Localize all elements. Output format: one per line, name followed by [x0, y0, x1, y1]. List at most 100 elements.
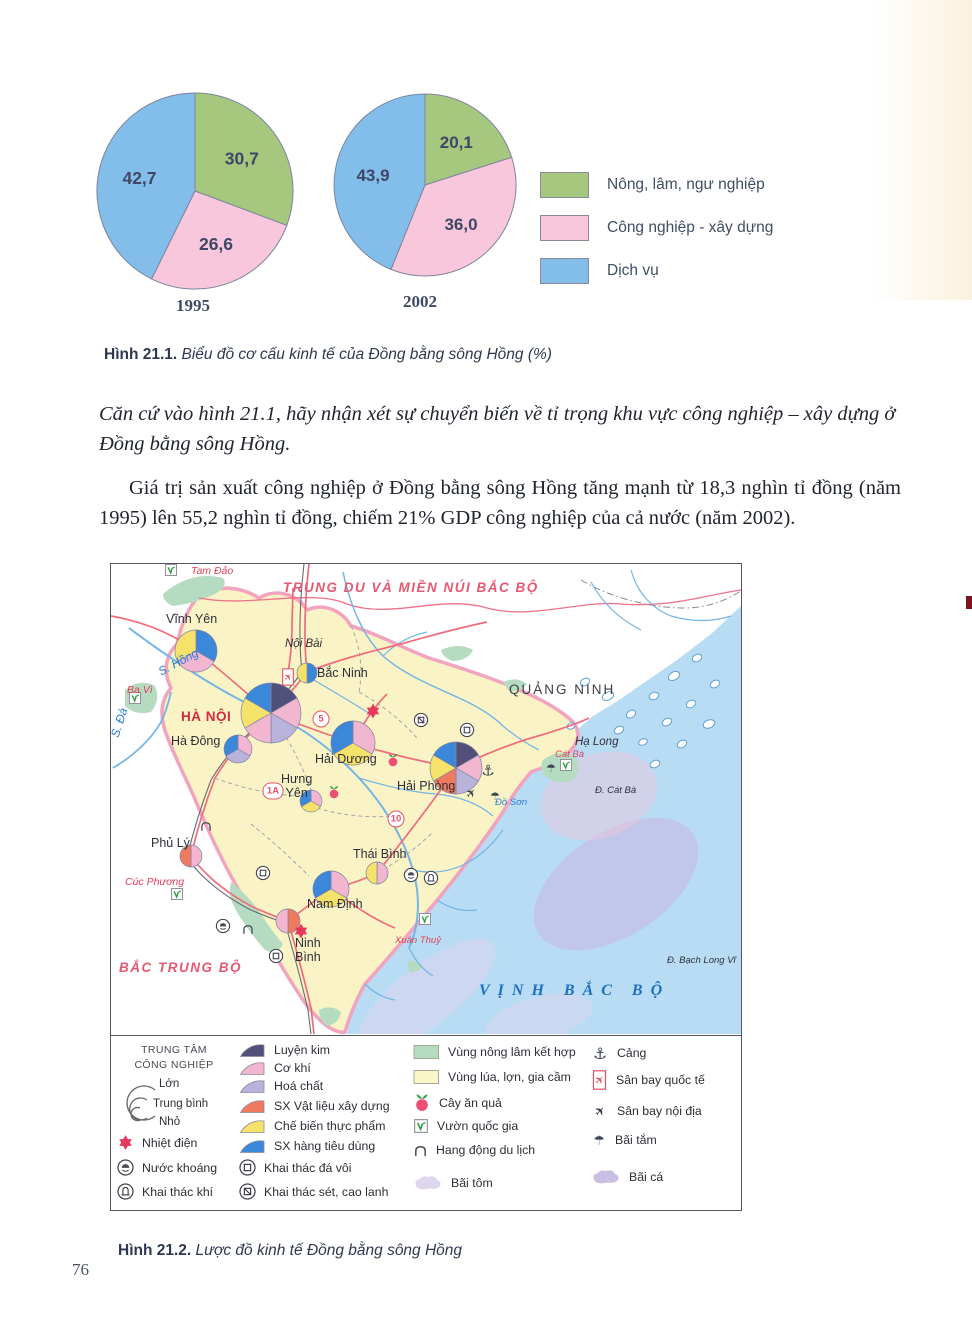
- chemicals-swatch: [239, 1078, 266, 1094]
- consumer-goods-swatch: [239, 1138, 266, 1154]
- shrimp-ground-label: Bãi tôm: [451, 1175, 493, 1190]
- legend-cave: Hang động du lịch: [413, 1143, 535, 1157]
- intl-airport-label: Sân bay quốc tế: [616, 1073, 705, 1087]
- legend-consumer-goods: SX hàng tiêu dùng: [239, 1138, 375, 1154]
- legend-mechanical: Cơ khí: [239, 1060, 311, 1076]
- mineral-water-icon: [117, 1159, 134, 1176]
- legend-row-industry: Công nghiệp - xây dựng: [540, 215, 773, 241]
- shrimp-ground-swatch: [413, 1174, 443, 1191]
- legend-beach: ☂ Bãi tắm: [591, 1132, 657, 1148]
- page-edge-tint: [872, 0, 972, 300]
- size-large-label: Lớn: [159, 1078, 180, 1090]
- svg-text:42,7: 42,7: [122, 168, 156, 188]
- fruit-tree-icon: [413, 1093, 431, 1112]
- figure2-caption-text: Lược đồ kinh tế Đồng bằng sông Hồng: [191, 1241, 463, 1259]
- building-materials-swatch: [239, 1098, 266, 1114]
- gas-extraction-icon: [117, 1183, 134, 1200]
- legend-food-processing: Chế biến thực phẩm: [239, 1118, 385, 1134]
- fish-ground-swatch: [591, 1168, 621, 1185]
- legend-fruit: Cây ăn quả: [413, 1093, 502, 1112]
- legend-metallurgy: Luyện kim: [239, 1042, 330, 1058]
- industry-label: Công nghiệp - xây dựng: [607, 219, 774, 236]
- svg-text:20,1: 20,1: [440, 133, 473, 152]
- legend-clay: Khai thác sét, cao lanh: [239, 1183, 388, 1200]
- cave-label: Hang động du lịch: [436, 1143, 536, 1157]
- mechanical-swatch: [239, 1060, 266, 1076]
- rice-zone-swatch: [413, 1069, 440, 1085]
- pie-chart-1995: 30,7 26,6 42,7: [96, 92, 294, 290]
- legend-thermal-power: Nhiệt điện: [117, 1134, 197, 1151]
- legend-agro-forest: Vùng nông lâm kết hợp: [413, 1044, 576, 1060]
- beach-umbrella-icon: ☂: [591, 1132, 607, 1148]
- pie-year-1995: 1995: [176, 296, 210, 315]
- clay-kaolin-mining-icon: [239, 1183, 256, 1200]
- national-park-icon: [413, 1118, 429, 1134]
- legend-intl-airport: ✈ Sân bay quốc tế: [591, 1069, 705, 1091]
- intl-airport-icon: ✈: [591, 1069, 608, 1091]
- map-legend: TRUNG TÂM CÔNG NGHIỆP Lớn Trung bình Nhỏ…: [111, 1035, 741, 1210]
- page-edge-mark: [966, 596, 972, 609]
- industry-center-title-line1: TRUNG TÂM: [141, 1044, 207, 1056]
- legend-gas-extraction: Khai thác khí: [117, 1183, 213, 1200]
- clay-label: Khai thác sét, cao lanh: [264, 1184, 389, 1199]
- legend-building-materials: SX Vật liệu xây dựng: [239, 1098, 390, 1114]
- metallurgy-label: Luyện kim: [274, 1043, 331, 1057]
- svg-text:26,6: 26,6: [199, 234, 233, 254]
- map-graphic: [111, 564, 741, 1034]
- fish-ground-label: Bãi cá: [629, 1169, 664, 1184]
- page-number: 76: [72, 1260, 89, 1279]
- agro-forest-swatch: [413, 1044, 440, 1060]
- legend-rice-zone: Vùng lúa, lợn, gia cầm: [413, 1069, 571, 1085]
- domestic-airport-label: Sân bay nội địa: [617, 1104, 702, 1118]
- beach-label: Bãi tắm: [615, 1133, 657, 1147]
- figure2-caption: Hình 21.2. Lược đồ kinh tế Đồng bằng sôn…: [118, 1242, 462, 1260]
- industry-center-title-line2: CÔNG NGHIỆP: [134, 1058, 214, 1071]
- islands: [566, 653, 721, 769]
- tourist-cave-icon: [413, 1144, 428, 1157]
- consumer-goods-label: SX hàng tiêu dùng: [274, 1139, 376, 1153]
- thermal-power-icon: [117, 1134, 134, 1151]
- economic-map-figure: ✈ ✈ ⚓ ☂ ☂ Tam Đảo TRUNG DU VÀ MIỀN NÚI BẮC BỘ…: [108, 563, 742, 1211]
- svg-text:⚓: ⚓: [593, 1044, 607, 1062]
- legend-mineral-water: Nước khoáng: [117, 1159, 217, 1176]
- limestone-mining-icon: [239, 1159, 256, 1176]
- legend-chemicals: Hoá chất: [239, 1078, 323, 1094]
- services-swatch: [540, 258, 589, 284]
- size-medium-label: Trung bình: [153, 1098, 209, 1110]
- port-label: Cảng: [617, 1046, 647, 1060]
- figure1-caption-text: Biểu đồ cơ cấu kinh tế của Đồng bằng sôn…: [177, 345, 552, 363]
- svg-text:✈: ✈: [592, 1103, 609, 1120]
- exercise-question: Căn cứ vào hình 21.1, hãy nhận xét sự ch…: [99, 402, 896, 456]
- legend-limestone: Khai thác đá vôi: [239, 1159, 352, 1176]
- svg-text:30,7: 30,7: [225, 149, 259, 169]
- legend-national-park: Vườn quốc gia: [413, 1118, 518, 1134]
- gas-extraction-label: Khai thác khí: [142, 1184, 214, 1199]
- national-park-label: Vườn quốc gia: [437, 1119, 519, 1133]
- limestone-label: Khai thác đá vôi: [264, 1160, 352, 1175]
- industry-center-title: TRUNG TÂM CÔNG NGHIỆP: [119, 1043, 229, 1072]
- domestic-airport-icon: ✈: [591, 1102, 609, 1120]
- svg-text:43,9: 43,9: [356, 166, 389, 185]
- building-materials-label: SX Vật liệu xây dựng: [274, 1099, 390, 1113]
- legend-row-services: Dịch vụ: [540, 258, 773, 284]
- industry-swatch: [540, 215, 589, 241]
- fruit-label: Cây ăn quả: [439, 1095, 502, 1110]
- figure1-caption-number: Hình 21.1.: [104, 345, 178, 363]
- services-label: Dịch vụ: [607, 262, 659, 279]
- agro-forest-patches: [125, 576, 579, 1026]
- agriculture-swatch: [540, 172, 589, 198]
- legend-shrimp-ground: Bãi tôm: [413, 1174, 493, 1191]
- food-processing-label: Chế biến thực phẩm: [274, 1119, 386, 1133]
- figure1-caption: Hình 21.1. Biểu đồ cơ cấu kinh tế của Đồ…: [104, 346, 552, 364]
- industry-center-sizes-icon: [126, 1085, 156, 1122]
- thermal-power-label: Nhiệt điện: [142, 1135, 198, 1150]
- port-anchor-icon: ⚓: [591, 1044, 609, 1062]
- food-processing-swatch: [239, 1118, 266, 1134]
- agriculture-label: Nông, lâm, ngư nghiệp: [607, 176, 765, 193]
- body-paragraph: Giá trị sản xuất công nghiệp ở Đồng bằng…: [99, 476, 901, 529]
- legend-port: ⚓ Cảng: [591, 1044, 646, 1062]
- chemicals-label: Hoá chất: [274, 1079, 324, 1093]
- size-small-label: Nhỏ: [159, 1116, 181, 1128]
- legend-row-agriculture: Nông, lâm, ngư nghiệp: [540, 172, 773, 198]
